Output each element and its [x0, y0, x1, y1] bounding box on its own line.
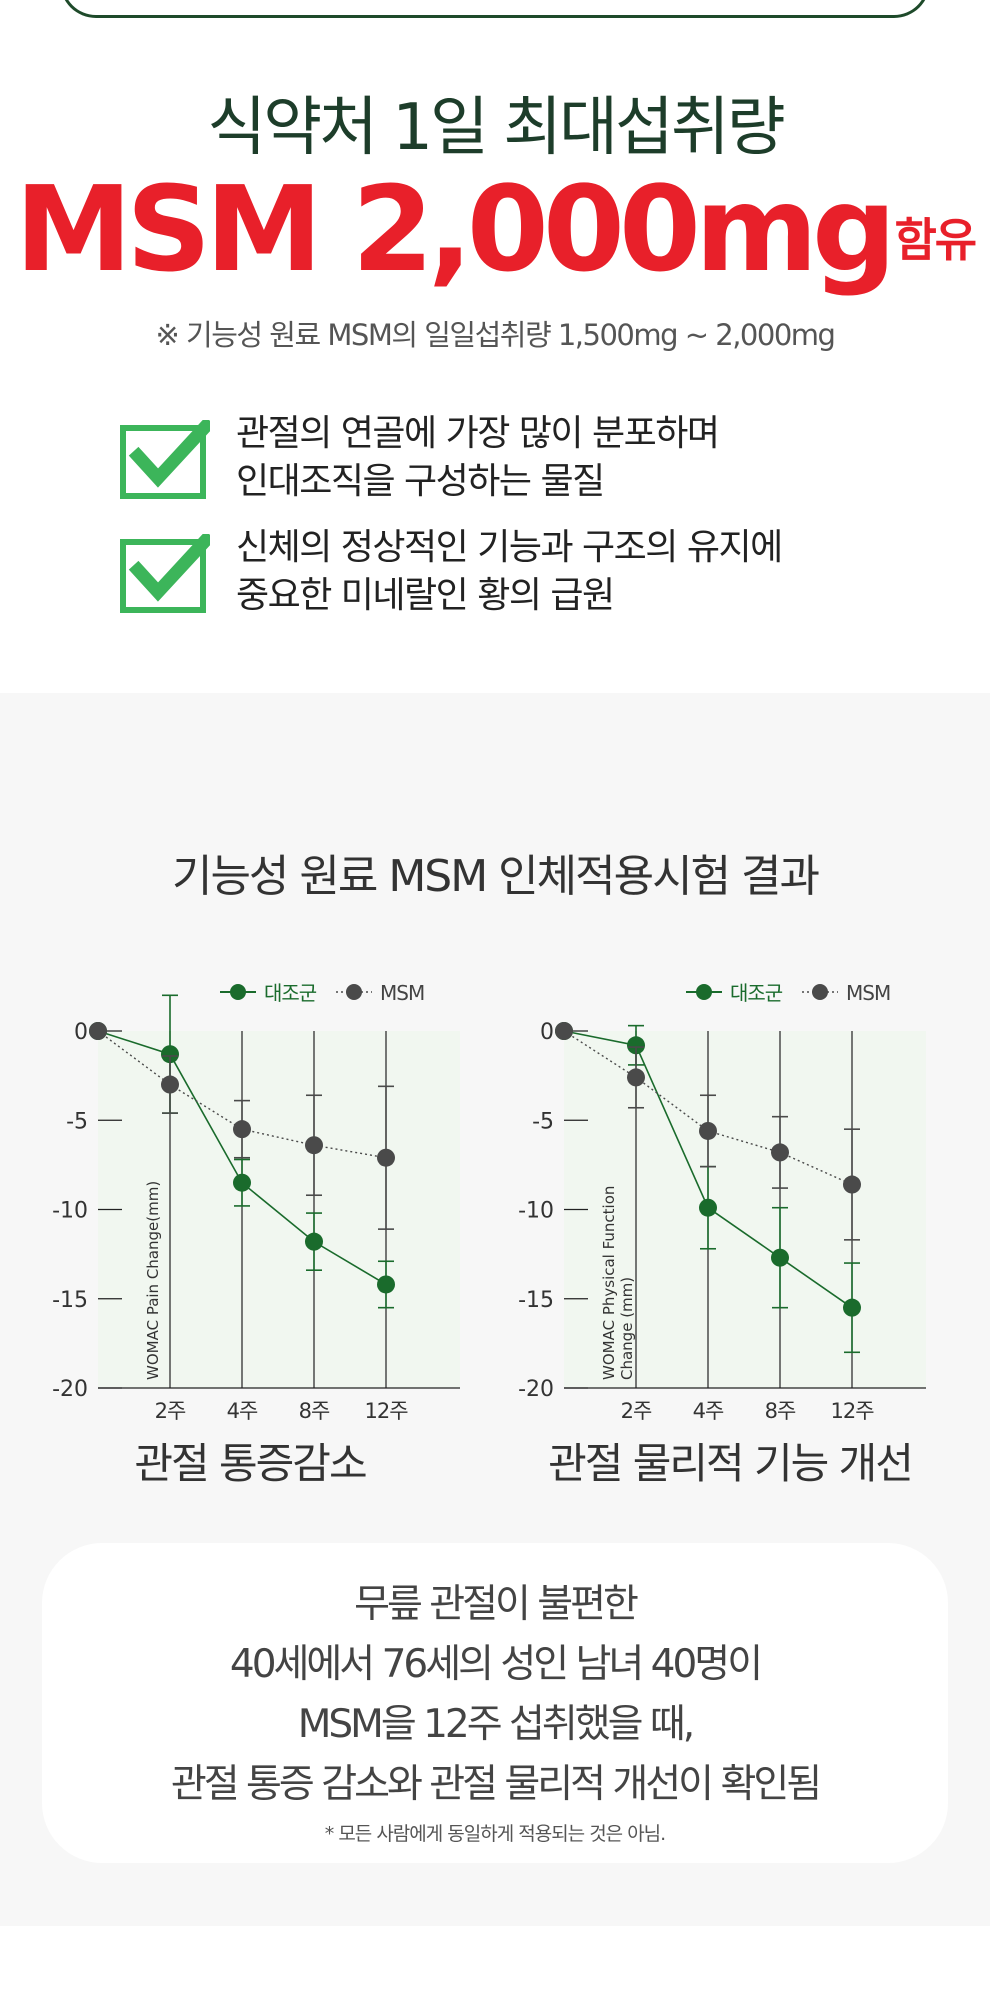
data-point-control — [771, 1248, 789, 1267]
data-point-control — [305, 1232, 323, 1251]
data-point-msm — [771, 1143, 789, 1162]
intake-note: ※ 기능성 원료 MSM의 일일섭취량 1,500mg ~ 2,000mg — [155, 318, 836, 352]
x-tick-label: 8주 — [765, 1399, 796, 1420]
benefit-line: 중요한 미네랄인 황의 급원 — [236, 575, 615, 616]
y-tick-label: -15 — [518, 1288, 554, 1313]
x-tick-label: 12주 — [364, 1399, 408, 1420]
y-tick-label: -20 — [52, 1377, 88, 1402]
result-line: 무릎 관절이 불편한 — [354, 1582, 639, 1627]
benefit-line: 신체의 정상적인 기능과 구조의 유지에 — [236, 527, 783, 568]
section-title: 기능성 원료 MSM 인체적용시험 결과 — [171, 851, 820, 902]
data-point-control — [627, 1036, 645, 1055]
x-tick-label: 12주 — [830, 1399, 874, 1420]
chart-caption: 관절 통증감소 — [134, 1439, 367, 1488]
legend-label-msm: MSM — [380, 981, 424, 1005]
y-tick-label: -10 — [52, 1199, 88, 1224]
benefit-text: 신체의 정상적인 기능과 구조의 유지에 중요한 미네랄인 황의 급원 — [236, 524, 783, 620]
legend-label-msm: MSM — [846, 981, 890, 1005]
benefit-line: 인대조직을 구성하는 물질 — [236, 461, 605, 502]
y-tick-label: 0 — [74, 1020, 88, 1045]
y-axis-label: WOMAC Pain Change(mm) — [144, 1181, 162, 1380]
hero-amount: MSM 2,000mg함유 — [0, 160, 990, 298]
benefit-item: 관절의 연골에 가장 많이 분포하며 인대조직을 구성하는 물질 — [120, 410, 920, 502]
result-line: 관절 통증 감소와 관절 물리적 개선이 확인됨 — [170, 1762, 822, 1807]
y-tick-label: -20 — [518, 1377, 554, 1402]
legend-marker-control — [696, 984, 712, 1000]
data-point-control — [161, 1045, 179, 1064]
data-point-msm — [305, 1136, 323, 1155]
data-point-msm — [233, 1120, 251, 1139]
data-point-msm — [843, 1175, 861, 1194]
data-point-control — [377, 1275, 395, 1294]
benefit-item: 신체의 정상적인 기능과 구조의 유지에 중요한 미네랄인 황의 급원 — [120, 524, 920, 616]
y-tick-label: -5 — [66, 1109, 88, 1134]
data-point-control — [843, 1298, 861, 1317]
y-axis-label: Change (mm) — [618, 1277, 636, 1380]
benefit-text: 관절의 연골에 가장 많이 분포하며 인대조직을 구성하는 물질 — [236, 410, 720, 506]
y-tick-label: 0 — [540, 1020, 554, 1045]
data-point-msm — [89, 1022, 107, 1040]
legend-marker-msm — [812, 984, 828, 1000]
checkbox-checked-icon — [120, 534, 210, 613]
checkbox-checked-icon — [120, 420, 210, 499]
legend-marker-control — [230, 984, 246, 1000]
hero-subtitle: 식약처 1일 최대섭취량 — [207, 91, 785, 165]
data-point-msm — [377, 1148, 395, 1167]
function-chart: 0 -5 -10 -15 -20 2주 4주 8주 12주 WOMAC Physical Func… — [518, 981, 926, 1420]
data-point-msm — [161, 1075, 179, 1094]
legend-label-control: 대조군 — [264, 981, 317, 1005]
x-tick-label: 2주 — [155, 1399, 186, 1420]
result-line: MSM을 12주 섭취했을 때, — [297, 1702, 695, 1747]
y-axis-label: WOMAC Physical Function — [600, 1186, 618, 1380]
x-tick-label: 4주 — [693, 1399, 724, 1420]
y-tick-label: -15 — [52, 1288, 88, 1313]
y-tick-label: -5 — [532, 1109, 554, 1134]
data-point-control — [699, 1198, 717, 1217]
legend-label-control: 대조군 — [730, 981, 783, 1005]
hero-amount-value: MSM 2,000mg — [14, 160, 897, 298]
data-point-control — [233, 1173, 251, 1192]
x-tick-label: 2주 — [621, 1399, 652, 1420]
data-point-msm — [699, 1121, 717, 1140]
data-point-msm — [555, 1022, 573, 1040]
result-footnote: * 모든 사람에게 동일하게 적용되는 것은 아님. — [324, 1823, 666, 1845]
x-tick-label: 8주 — [299, 1399, 330, 1420]
legend-marker-msm — [346, 984, 362, 1000]
y-tick-label: -10 — [518, 1199, 554, 1224]
top-frame-border — [60, 0, 930, 18]
result-card: 무릎 관절이 불편한 40세에서 76세의 성인 남녀 40명이 MSM을 12… — [42, 1543, 948, 1863]
benefit-line: 관절의 연골에 가장 많이 분포하며 — [236, 413, 720, 454]
result-line: 40세에서 76세의 성인 남녀 40명이 — [229, 1642, 763, 1687]
x-tick-label: 4주 — [227, 1399, 258, 1420]
data-point-msm — [627, 1068, 645, 1087]
plot-area — [564, 1031, 926, 1388]
hero-amount-suffix: 함유 — [894, 213, 977, 267]
pain-chart: 0 -5 -10 -15 -20 2주 4주 8주 12주 WOMAC Pain Change(m… — [52, 981, 460, 1420]
chart-caption: 관절 물리적 기능 개선 — [548, 1439, 914, 1488]
plot-area — [98, 1031, 460, 1388]
